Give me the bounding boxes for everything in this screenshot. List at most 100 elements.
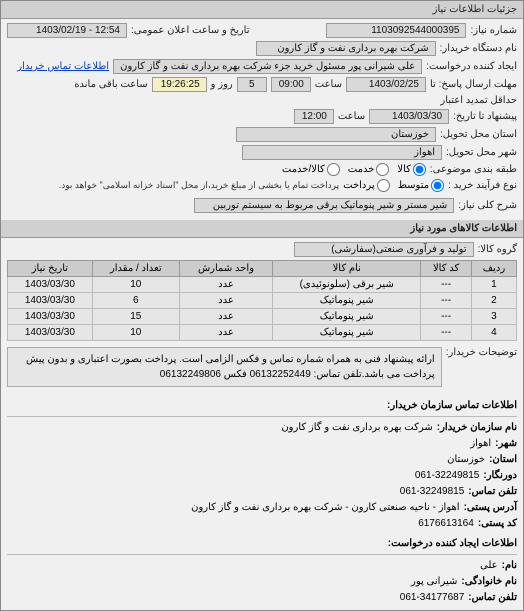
contact-phone: 061-32249815: [400, 484, 465, 500]
extend-to-label: پیشنهاد تا تاریخ:: [453, 111, 517, 122]
contact-state: خوزستان: [447, 452, 485, 468]
delivery-city-value: اهواز: [242, 145, 442, 160]
requester-label: ایجاد کننده درخواست:: [426, 61, 517, 72]
buyer-org-value: شرکت بهره برداری نفت و گاز کارون: [256, 41, 436, 56]
radio-both[interactable]: کالا/خدمت: [282, 163, 340, 176]
table-row: 4---شیر پنوماتیکعدد101403/03/30: [8, 325, 517, 341]
delivery-province-label: استان محل تحویل:: [440, 129, 517, 140]
table-cell: 15: [92, 309, 179, 325]
radio-prepay[interactable]: پرداخت: [343, 179, 390, 192]
process-note: پرداخت تمام یا بخشی از مبلغ خرید،از محل …: [59, 180, 339, 191]
table-cell: ---: [421, 293, 472, 309]
description-text: ارائه پیشنهاد فنی به همراه شماره تماس و …: [7, 347, 442, 387]
contact-province: اهواز: [470, 436, 491, 452]
table-header: تعداد / مقدار: [92, 261, 179, 277]
deadline-label: مهلت ارسال پاسخ: تا: [430, 79, 517, 90]
table-cell: عدد: [179, 293, 272, 309]
need-title-label: شرح کلی نیاز:: [458, 200, 517, 211]
contact-family-label: نام خانوادگی:: [461, 574, 517, 590]
table-cell: ---: [421, 325, 472, 341]
goods-section-title: اطلاعات کالاهای مورد نیاز: [1, 220, 523, 238]
remaining-time-label: ساعت باقی مانده: [74, 79, 147, 90]
table-row: 3---شیر پنوماتیکعدد151403/03/30: [8, 309, 517, 325]
contact-name: علی: [480, 558, 498, 574]
remaining-days-label: روز و: [211, 79, 233, 90]
need-title-value: شیر مستر و شیر پنوماتیک برقی مربوط به سی…: [194, 198, 454, 213]
table-cell: ---: [421, 277, 472, 293]
remaining-days: 5: [237, 77, 267, 92]
table-row: 1---شیر برقی (سلونوئیدی)عدد101403/03/30: [8, 277, 517, 293]
announce-label: تاریخ و ساعت اعلان عمومی:: [131, 25, 250, 36]
buyer-contact-link[interactable]: اطلاعات تماس خریدار: [17, 61, 109, 72]
radio-service-input[interactable]: [376, 163, 389, 176]
creator-phone: 061-34177687: [400, 590, 465, 606]
table-header: کد کالا: [421, 261, 472, 277]
extend-date: 1403/03/30: [369, 109, 449, 124]
radio-goods[interactable]: کالا: [397, 163, 426, 176]
table-cell: ---: [421, 309, 472, 325]
contact-prefix: 061-32249815: [415, 468, 480, 484]
radio-both-input[interactable]: [327, 163, 340, 176]
table-cell: 1403/03/30: [8, 293, 93, 309]
radio-medium[interactable]: متوسط: [398, 179, 444, 192]
deadline-time: 09:00: [271, 77, 311, 92]
radio-prepay-input[interactable]: [377, 179, 390, 192]
process-label: نوع فرآیند خرید :: [448, 180, 517, 191]
group-type-radios: کالا خدمت کالا/خدمت: [282, 163, 426, 176]
table-cell: 10: [92, 325, 179, 341]
contact-family: شیرانی پور: [411, 574, 457, 590]
table-cell: شیر پنوماتیک: [273, 293, 421, 309]
table-header: تاریخ نیاز: [8, 261, 93, 277]
contact-name-label: نام:: [502, 558, 517, 574]
contact-prefix-label: دورنگار:: [483, 468, 517, 484]
table-cell: 1403/03/30: [8, 325, 93, 341]
goods-table: ردیفکد کالانام کالاواحد شمارشتعداد / مقد…: [7, 260, 517, 341]
contact-postal-label: کد پستی:: [478, 516, 517, 532]
table-row: 2---شیر پنوماتیکعدد61403/03/30: [8, 293, 517, 309]
creator-heading: اطلاعات ایجاد کننده درخواست:: [7, 536, 517, 555]
contact-heading: اطلاعات تماس سازمان خریدار:: [7, 398, 517, 417]
need-number-label: شماره نیاز:: [470, 25, 517, 36]
table-cell: 1403/03/30: [8, 277, 93, 293]
contact-postal: 6176613164: [418, 516, 474, 532]
contact-org-label: نام سازمان خریدار:: [437, 420, 517, 436]
table-cell: 2: [471, 293, 516, 309]
announce-value: 12:54 - 1403/02/19: [7, 23, 127, 38]
extend-time: 12:00: [294, 109, 334, 124]
table-cell: شیر برقی (سلونوئیدی): [273, 277, 421, 293]
table-cell: 1403/03/30: [8, 309, 93, 325]
table-cell: 3: [471, 309, 516, 325]
contact-phone-label: تلفن تماس:: [468, 484, 517, 500]
extend-time-label: ساعت: [338, 111, 365, 122]
buyer-org-label: نام دستگاه خریدار:: [440, 43, 517, 54]
group-type-label: طبقه بندی موضوعی:: [430, 164, 517, 175]
table-cell: شیر پنوماتیک: [273, 325, 421, 341]
contact-org: شرکت بهره برداری نفت و گاز کارون: [281, 420, 432, 436]
description-label: توضیحات خریدار:: [446, 347, 517, 358]
table-cell: شیر پنوماتیک: [273, 309, 421, 325]
table-cell: 6: [92, 293, 179, 309]
panel-title: جزئیات اطلاعات نیاز: [1, 1, 523, 19]
process-radios: متوسط پرداخت: [343, 179, 444, 192]
contact-province-label: شهر:: [495, 436, 517, 452]
requester-value: علی شیرانی پور مسئول خرید جزء شرکت بهره …: [113, 59, 422, 74]
table-header: ردیف: [471, 261, 516, 277]
delivery-city-label: شهر محل تحویل:: [446, 147, 517, 158]
deadline-time-label: ساعت: [315, 79, 342, 90]
table-cell: عدد: [179, 277, 272, 293]
table-cell: 10: [92, 277, 179, 293]
table-header: نام کالا: [273, 261, 421, 277]
table-cell: 4: [471, 325, 516, 341]
table-cell: 1: [471, 277, 516, 293]
radio-medium-input[interactable]: [431, 179, 444, 192]
contact-address-label: آدرس پستی:: [464, 500, 517, 516]
goods-group-value: تولید و فرآوری صنعتی(سفارشی): [294, 242, 474, 257]
creator-phone-label: تلفن تماس:: [468, 590, 517, 606]
need-details-panel: جزئیات اطلاعات نیاز شماره نیاز: 11030925…: [0, 0, 524, 611]
radio-service[interactable]: خدمت: [348, 163, 390, 176]
extend-label: حداقل تمدید اعتبار: [440, 95, 517, 106]
table-cell: عدد: [179, 325, 272, 341]
delivery-province-value: خوزستان: [236, 127, 436, 142]
table-header: واحد شمارش: [179, 261, 272, 277]
radio-goods-input[interactable]: [413, 163, 426, 176]
